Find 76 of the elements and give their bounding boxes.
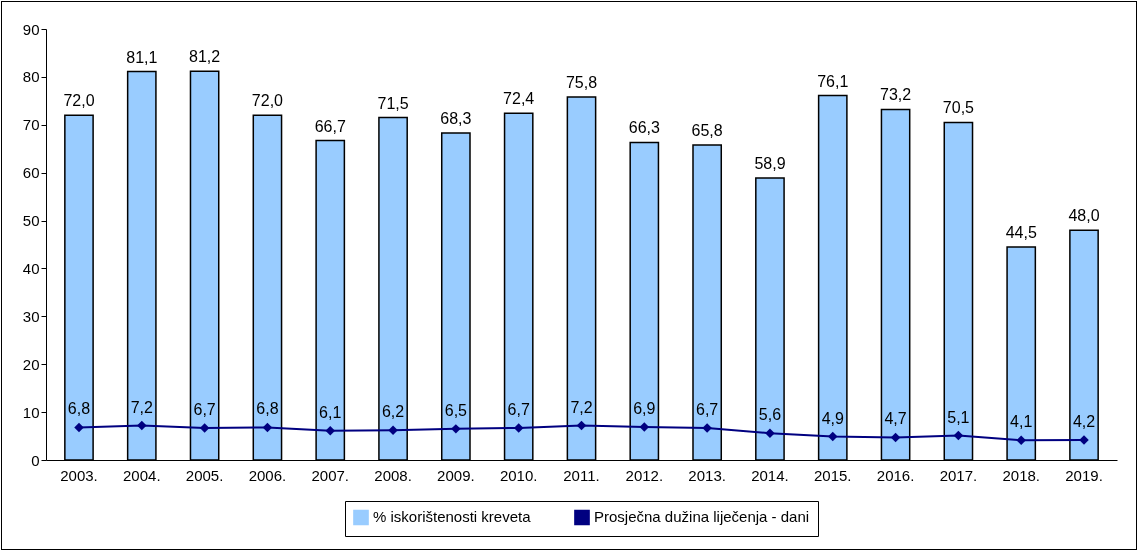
y-tick-label: 30 bbox=[22, 307, 40, 325]
x-tick-label: 2007. bbox=[311, 466, 350, 484]
data-label: 65,8 bbox=[691, 121, 723, 139]
x-tick-label: 2018. bbox=[1002, 466, 1040, 484]
point bbox=[953, 430, 964, 441]
point bbox=[262, 422, 273, 433]
y-tick-label: 50 bbox=[22, 212, 40, 230]
x-tick-label: 2009. bbox=[437, 466, 475, 484]
point bbox=[890, 432, 901, 443]
data-label: 6,7 bbox=[507, 400, 530, 418]
data-label: 72,0 bbox=[251, 92, 284, 110]
y-tick-label: 0 bbox=[31, 451, 40, 469]
x-tick-label: 2019. bbox=[1065, 466, 1103, 484]
data-label: 6,5 bbox=[444, 401, 468, 419]
data-label: 72,4 bbox=[503, 90, 535, 108]
data-label: 68,3 bbox=[440, 109, 472, 127]
legend-label: % iskorištenosti kreveta bbox=[373, 508, 532, 526]
data-label: 7,2 bbox=[570, 398, 593, 416]
x-tick-label: 2004. bbox=[123, 466, 161, 484]
data-label: 70,5 bbox=[942, 99, 975, 117]
y-tick-label: 90 bbox=[22, 20, 40, 38]
data-label: 73,2 bbox=[880, 86, 912, 104]
data-label: 4,2 bbox=[1072, 412, 1096, 430]
data-label: 4,7 bbox=[884, 410, 907, 428]
data-label: 5,1 bbox=[947, 408, 970, 426]
data-label: 4,1 bbox=[1010, 413, 1033, 431]
point bbox=[828, 431, 838, 442]
data-label: 75,8 bbox=[565, 74, 598, 91]
x-tick-label: 2010. bbox=[499, 466, 538, 484]
data-label: 58,9 bbox=[754, 154, 786, 172]
x-tick-label: 2016. bbox=[876, 466, 915, 484]
point bbox=[74, 422, 84, 433]
point bbox=[576, 420, 587, 431]
point bbox=[451, 424, 461, 434]
x-tick-label: 2003. bbox=[60, 466, 98, 484]
x-tick-label: 2013. bbox=[688, 466, 726, 484]
data-label: 6,2 bbox=[381, 403, 405, 421]
x-tick-label: 2006. bbox=[248, 466, 287, 484]
data-label: 5,6 bbox=[758, 406, 782, 424]
x-tick-label: 2014. bbox=[751, 466, 789, 484]
data-label: 6,7 bbox=[696, 400, 719, 418]
data-label: 44,5 bbox=[1005, 223, 1037, 241]
x-tick-label: 2011. bbox=[563, 466, 600, 484]
data-label: 81,2 bbox=[189, 48, 221, 66]
y-tick-label: 40 bbox=[22, 259, 40, 277]
data-label: 66,3 bbox=[628, 119, 660, 137]
x-tick-label: 2015. bbox=[813, 466, 852, 484]
point bbox=[325, 426, 335, 436]
x-tick-label: 2005. bbox=[185, 466, 224, 484]
data-label: 6,8 bbox=[67, 400, 91, 418]
data-label: 48,0 bbox=[1068, 207, 1100, 225]
data-label: 71,5 bbox=[377, 94, 409, 112]
point bbox=[388, 425, 398, 436]
point bbox=[137, 420, 147, 431]
data-label: 76,1 bbox=[817, 72, 849, 90]
y-tick-label: 60 bbox=[22, 164, 40, 182]
x-tick-label: 2017. bbox=[939, 466, 978, 484]
data-label: 4,9 bbox=[821, 409, 844, 427]
x-tick-label: 2008. bbox=[374, 466, 412, 484]
data-label: 6,1 bbox=[319, 403, 342, 421]
data-label: 7,2 bbox=[130, 398, 154, 416]
y-tick-label: 80 bbox=[22, 68, 40, 86]
point bbox=[199, 423, 210, 433]
data-label: 6,8 bbox=[256, 400, 279, 418]
data-label: 72,0 bbox=[63, 92, 95, 110]
y-tick-label: 20 bbox=[22, 355, 40, 373]
data-label: 6,9 bbox=[633, 399, 656, 417]
point bbox=[639, 422, 650, 432]
y-tick-label: 10 bbox=[22, 403, 40, 421]
data-label: 6,7 bbox=[193, 400, 216, 418]
legend-label: Prosječna dužina liječenja - dani bbox=[594, 508, 810, 526]
data-label: 81,1 bbox=[126, 48, 158, 66]
data-label: 66,7 bbox=[314, 117, 346, 135]
point bbox=[1016, 435, 1026, 446]
x-tick-label: 2012. bbox=[625, 466, 664, 484]
y-tick-label: 70 bbox=[22, 116, 40, 134]
